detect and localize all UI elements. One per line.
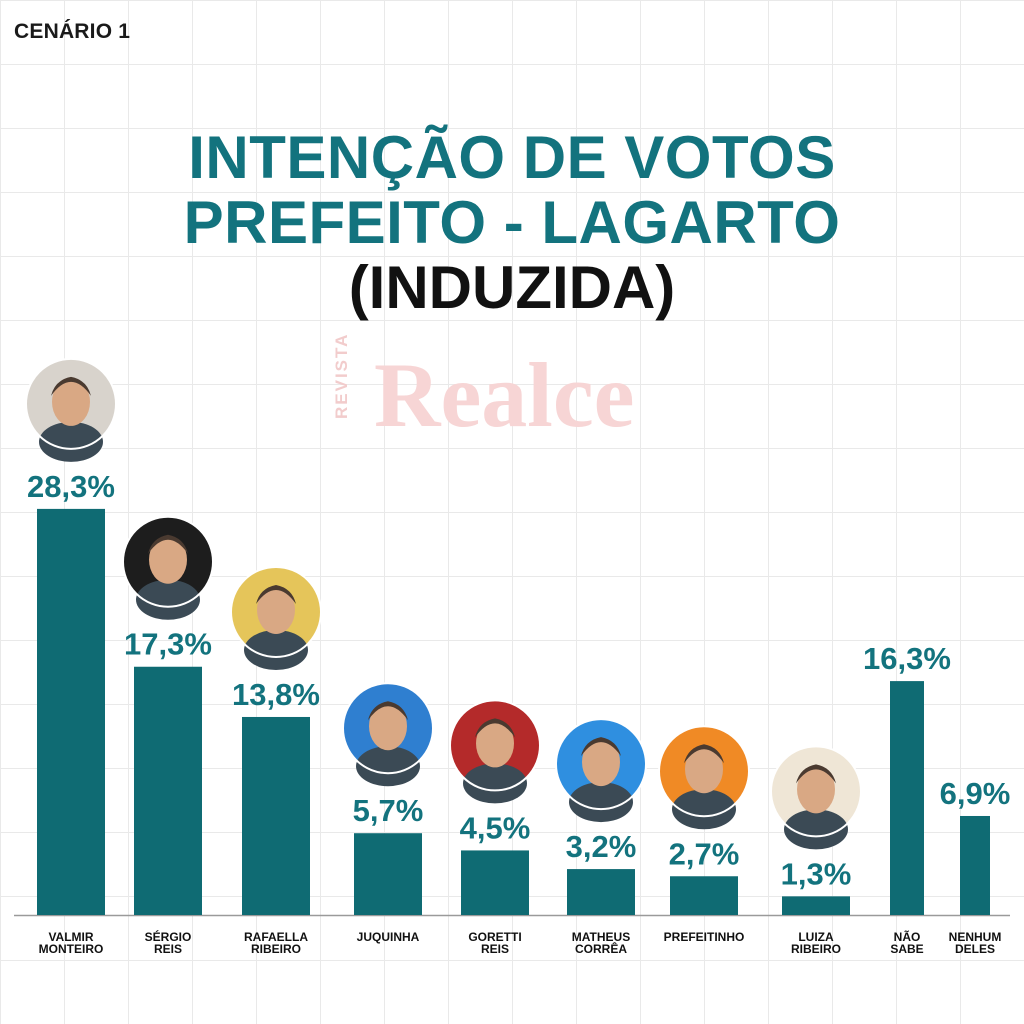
category-label: REIS <box>154 942 182 956</box>
avatar-hair <box>475 718 515 738</box>
avatar-hair <box>148 534 188 554</box>
bar <box>242 716 310 915</box>
category-label: CORRÊA <box>575 941 627 956</box>
avatar-ring <box>555 718 647 811</box>
bar <box>782 896 850 915</box>
candidate-avatar <box>122 515 214 620</box>
data-label: 28,3% <box>27 469 115 504</box>
data-label: 5,7% <box>353 793 424 828</box>
candidate-avatar <box>658 725 750 830</box>
avatar-face <box>149 535 187 584</box>
candidate-avatar <box>770 745 862 850</box>
data-label: 1,3% <box>781 856 852 891</box>
avatar-face <box>797 765 835 814</box>
data-label: 17,3% <box>124 627 212 662</box>
scenario-label: CENÁRIO 1 <box>14 20 131 43</box>
bar <box>461 850 529 915</box>
bar <box>37 508 105 915</box>
bar <box>134 666 202 915</box>
data-label: 3,2% <box>566 829 637 864</box>
category-label: VALMIR <box>48 930 93 944</box>
avatar-shoulders <box>39 421 103 462</box>
avatar-shoulders <box>569 782 633 823</box>
watermark-big-text: Realce <box>374 344 635 446</box>
category-label: NENHUM <box>949 930 1002 944</box>
avatar-face <box>257 585 295 634</box>
bar <box>960 815 990 915</box>
avatar-shoulders <box>463 763 527 804</box>
avatar-hair <box>581 737 621 757</box>
avatar-shoulders <box>784 809 848 850</box>
avatar-shoulders <box>356 746 420 787</box>
bar <box>890 681 924 915</box>
avatar-ring <box>449 699 541 792</box>
avatar-face <box>582 738 620 787</box>
title-line-2: PREFEITO - LAGARTO <box>183 189 841 256</box>
avatar-face <box>52 377 90 426</box>
category-label: PREFEITINHO <box>664 930 745 944</box>
candidate-avatar <box>342 682 434 787</box>
category-label: SABE <box>890 942 923 956</box>
bar <box>567 869 635 915</box>
avatar-ring <box>122 515 214 608</box>
data-label: 2,7% <box>669 836 740 871</box>
data-label: 4,5% <box>460 810 531 845</box>
data-label: 6,9% <box>940 776 1011 811</box>
category-label: RIBEIRO <box>791 942 841 956</box>
avatar-shoulders <box>672 789 736 830</box>
watermark-logo: REVISTA Realce <box>332 333 680 455</box>
title-line-1: INTENÇÃO DE VOTOS <box>188 124 836 191</box>
category-label: MATHEUS <box>572 930 630 944</box>
category-label: RAFAELLA <box>244 930 308 944</box>
avatar-hair <box>684 744 724 764</box>
avatar-face <box>369 702 407 751</box>
category-label: REIS <box>481 942 509 956</box>
candidate-avatar <box>555 718 647 823</box>
avatar-face <box>685 745 723 794</box>
chart-title: INTENÇÃO DE VOTOS PREFEITO - LAGARTO (IN… <box>0 125 1024 320</box>
title-line-3: (INDUZIDA) <box>348 254 676 321</box>
avatar-ring <box>230 565 322 658</box>
avatar-ring <box>342 682 434 775</box>
avatar-hair <box>256 584 296 604</box>
avatar-ring <box>658 725 750 818</box>
avatar-hair <box>51 376 91 396</box>
avatar-ring <box>25 357 117 450</box>
avatar-hair <box>796 764 836 784</box>
category-label: NÃO <box>894 929 921 944</box>
category-label: RIBEIRO <box>251 942 301 956</box>
bar <box>354 833 422 915</box>
category-label: SÉRGIO <box>145 929 192 944</box>
bar <box>670 876 738 915</box>
data-label: 13,8% <box>232 677 320 712</box>
avatar-ring <box>770 745 862 838</box>
category-label: DELES <box>955 942 995 956</box>
avatar-shoulders <box>136 579 200 620</box>
candidate-avatar <box>25 357 117 462</box>
data-label: 16,3% <box>863 641 951 676</box>
candidate-avatar <box>230 565 322 670</box>
category-label: MONTEIRO <box>39 942 104 956</box>
avatar-hair <box>368 701 408 721</box>
avatar-face <box>476 719 514 768</box>
avatar-shoulders <box>244 629 308 670</box>
candidate-avatar <box>449 699 541 804</box>
category-label: LUIZA <box>798 930 834 944</box>
category-label: GORETTI <box>468 930 521 944</box>
category-label: JUQUINHA <box>357 930 420 944</box>
